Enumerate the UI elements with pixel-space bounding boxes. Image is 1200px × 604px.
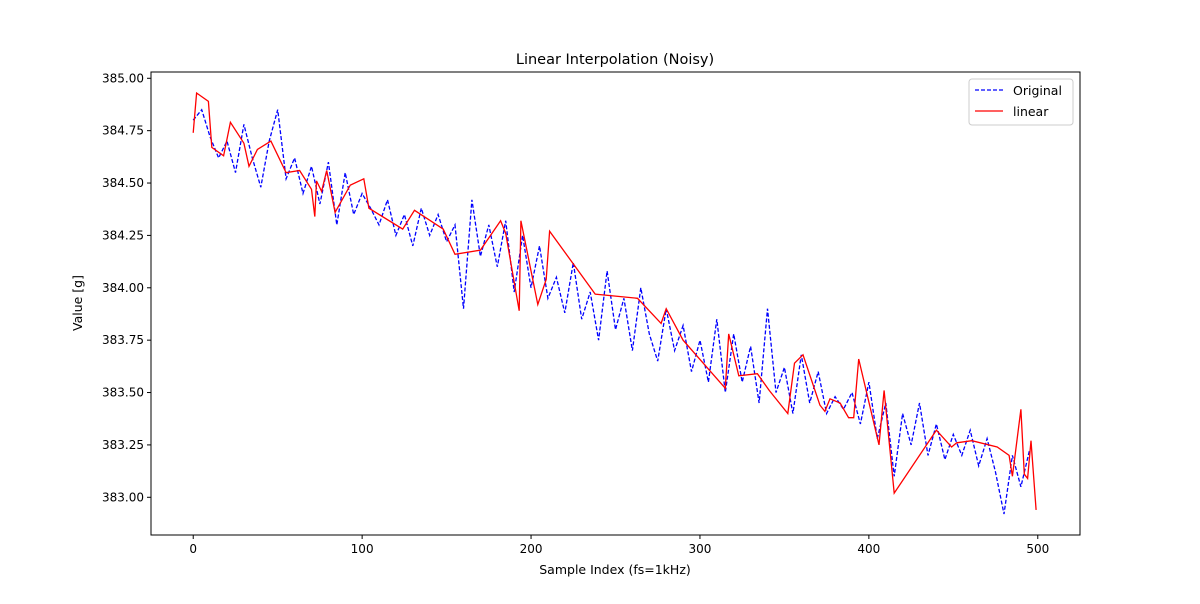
legend-original-label: Original [1013, 83, 1062, 98]
series-line-original [192, 108, 1030, 515]
chart-title: Linear Interpolation (Noisy) [516, 52, 714, 68]
x-tick-label: 100 [351, 542, 374, 556]
ticks: 0 100 200 300 400 500 383.00 383.25 383.50 383.75… [102, 71, 1049, 556]
series-line-linear [192, 91, 1037, 510]
x-axis-label: Sample Index (fs=1kHz) [539, 562, 691, 577]
plot-area [192, 91, 1037, 515]
y-tick-label: 384.25 [102, 228, 144, 242]
x-tick-label: 400 [857, 542, 880, 556]
axes-frame [150, 71, 1081, 536]
y-tick-label: 385.00 [102, 71, 144, 85]
y-tick-label: 384.00 [102, 281, 144, 295]
y-tick-label: 384.50 [102, 176, 144, 190]
y-tick-label: 383.75 [102, 333, 144, 347]
legend-linear-label: linear [1013, 104, 1049, 119]
y-tick-label: 384.75 [102, 124, 144, 138]
y-tick-label: 383.00 [102, 490, 144, 504]
y-tick-label: 383.50 [102, 386, 144, 400]
x-tick-label: 300 [689, 542, 712, 556]
legend: Original linear [968, 78, 1074, 126]
x-tick-label: 0 [189, 542, 197, 556]
y-tick-label: 383.25 [102, 438, 144, 452]
x-tick-label: 200 [520, 542, 543, 556]
x-tick-label: 500 [1026, 542, 1049, 556]
y-axis-label: Value [g] [70, 275, 85, 331]
